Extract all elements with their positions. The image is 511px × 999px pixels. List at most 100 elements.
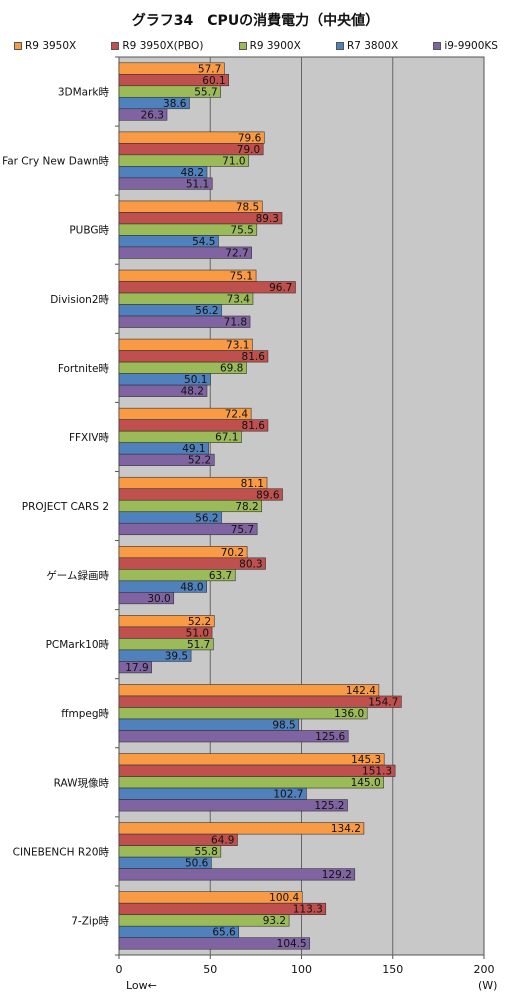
bar xyxy=(118,108,168,121)
bar xyxy=(118,868,356,881)
data-label: 71.8 xyxy=(224,317,247,329)
data-label: 56.2 xyxy=(195,305,218,317)
category-label: ffmpeg時 xyxy=(61,708,109,720)
data-label: 17.9 xyxy=(125,662,148,674)
legend-label: i9-9900KS xyxy=(444,40,498,52)
bar xyxy=(118,246,252,259)
bar xyxy=(118,937,311,950)
data-label: 64.9 xyxy=(211,835,234,847)
category-label: ゲーム録画時 xyxy=(46,569,109,582)
data-label: 75.7 xyxy=(231,524,254,536)
x-axis-unit: (W) xyxy=(478,979,498,992)
data-label: 50.1 xyxy=(184,374,207,386)
bar xyxy=(118,684,380,697)
data-label: 75.5 xyxy=(230,224,253,236)
data-label: 125.6 xyxy=(315,731,345,743)
x-axis-note: Low← xyxy=(126,979,157,992)
legend-swatch xyxy=(111,42,120,50)
data-label: 48.2 xyxy=(181,386,204,398)
data-label: 70.2 xyxy=(221,547,244,559)
bar xyxy=(118,799,348,812)
data-label: 81.1 xyxy=(241,478,264,490)
data-label: 48.0 xyxy=(180,581,203,593)
bar xyxy=(118,661,152,674)
data-label: 113.3 xyxy=(293,904,323,916)
data-label: 80.3 xyxy=(239,558,262,570)
data-label: 39.5 xyxy=(165,650,188,662)
data-label: 100.4 xyxy=(269,892,299,904)
x-tick-label: 0 xyxy=(116,963,123,976)
bar xyxy=(118,315,251,328)
bar xyxy=(118,453,215,466)
category-label: RAW現像時 xyxy=(54,777,110,789)
data-label: 129.2 xyxy=(322,869,352,881)
category-label: Fortnite時 xyxy=(58,363,110,375)
x-tick-label: 100 xyxy=(291,963,312,976)
data-label: 102.7 xyxy=(273,789,303,801)
category-label: CINEBENCH R20時 xyxy=(13,846,110,858)
data-label: 96.7 xyxy=(269,282,292,294)
data-label: 73.4 xyxy=(227,294,251,306)
data-label: 79.0 xyxy=(237,144,260,156)
bar xyxy=(118,764,396,777)
data-label: 89.6 xyxy=(256,489,280,501)
category-label: 7-Zip時 xyxy=(71,915,109,927)
data-label: 72.4 xyxy=(225,409,249,421)
data-label: 55.8 xyxy=(194,846,217,858)
category-label: PCMark10時 xyxy=(46,639,110,651)
data-label: 142.4 xyxy=(346,685,376,697)
bar xyxy=(118,384,208,397)
data-label: 136.0 xyxy=(334,708,364,720)
legend-item: R9 3950X(PBO) xyxy=(111,40,203,52)
data-label: 48.2 xyxy=(181,167,204,179)
bar xyxy=(118,649,192,662)
data-label: 63.7 xyxy=(209,570,232,582)
bar xyxy=(118,730,349,743)
data-label: 79.6 xyxy=(238,132,262,144)
category-label: Far Cry New Dawn時 xyxy=(2,156,109,168)
x-tick-label: 200 xyxy=(474,963,495,976)
data-label: 69.8 xyxy=(220,363,243,375)
data-label: 52.2 xyxy=(188,616,211,628)
legend-label: R9 3950X(PBO) xyxy=(122,40,204,52)
category-label: PUBG時 xyxy=(69,225,109,237)
chart-title: グラフ34 CPUの消費電力（中央値） xyxy=(131,13,380,29)
data-label: 81.6 xyxy=(242,351,266,363)
data-label: 72.7 xyxy=(225,247,248,259)
data-label: 57.7 xyxy=(198,63,221,75)
data-label: 151.3 xyxy=(362,766,392,778)
data-label: 71.0 xyxy=(222,155,245,167)
data-label: 26.3 xyxy=(141,109,164,121)
data-label: 78.5 xyxy=(236,201,259,213)
category-label: PROJECT CARS 2 xyxy=(22,501,109,513)
data-label: 98.5 xyxy=(272,719,295,731)
data-label: 51.1 xyxy=(186,178,209,190)
bar xyxy=(118,822,365,835)
legend-label: R9 3900X xyxy=(249,40,301,52)
bar xyxy=(118,177,213,190)
data-label: 60.1 xyxy=(202,75,225,87)
data-label: 49.1 xyxy=(182,443,205,455)
legend-swatch xyxy=(238,42,247,50)
bar xyxy=(118,753,385,766)
legend-swatch xyxy=(433,42,442,50)
data-label: 52.2 xyxy=(188,455,211,467)
data-label: 73.1 xyxy=(226,340,249,352)
data-label: 54.5 xyxy=(192,236,215,248)
legend-label: R9 3950X xyxy=(25,40,77,52)
category-label: 3DMark時 xyxy=(58,87,110,99)
chart-legend: R9 3950X R9 3950X(PBO) R9 3900X R7 3800X i9-… xyxy=(14,37,498,55)
data-label: 145.0 xyxy=(351,777,381,789)
bar xyxy=(118,522,258,536)
legend-swatch xyxy=(335,42,344,50)
data-label: 67.1 xyxy=(215,432,238,444)
x-tick-label: 150 xyxy=(382,963,403,976)
data-label: 51.0 xyxy=(186,627,209,639)
legend-item: R9 3900X xyxy=(238,40,301,52)
data-label: 51.7 xyxy=(187,639,210,651)
data-label: 81.6 xyxy=(242,420,266,432)
data-label: 78.2 xyxy=(235,501,258,513)
bar xyxy=(118,592,175,605)
category-label: Division2時 xyxy=(50,294,109,306)
